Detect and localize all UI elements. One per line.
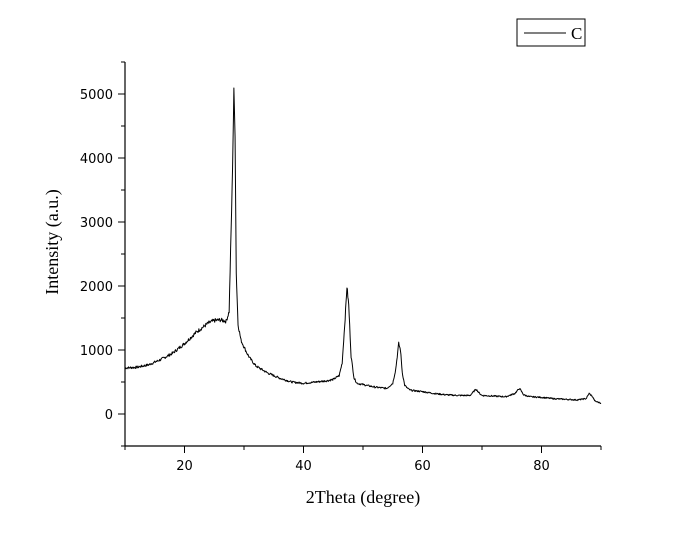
y-axis: 0 1000 2000 3000 4000 5000	[80, 61, 126, 447]
x-axis: 20 40 60 80	[124, 445, 602, 474]
y-ticks: 0 1000 2000 3000 4000 5000	[80, 61, 125, 447]
x-tick-label: 80	[533, 459, 550, 474]
y-axis-title: Intensity (a.u.)	[42, 189, 63, 294]
legend-label: C	[571, 24, 582, 43]
x-tick-label: 40	[295, 459, 312, 474]
y-tick-label: 4000	[80, 152, 113, 167]
legend: C	[516, 18, 586, 47]
x-ticks: 20 40 60 80	[124, 446, 602, 474]
y-tick-label: 3000	[80, 216, 113, 231]
x-tick-label: 20	[176, 459, 193, 474]
x-axis-title: 2Theta (degree)	[306, 487, 420, 508]
y-tick-label: 5000	[80, 88, 113, 103]
y-tick-label: 0	[105, 408, 113, 423]
series-layer	[124, 87, 602, 405]
x-tick-label: 60	[414, 459, 431, 474]
y-tick-label: 2000	[80, 280, 113, 295]
series-line-C	[124, 87, 602, 405]
y-tick-label: 1000	[80, 344, 113, 359]
